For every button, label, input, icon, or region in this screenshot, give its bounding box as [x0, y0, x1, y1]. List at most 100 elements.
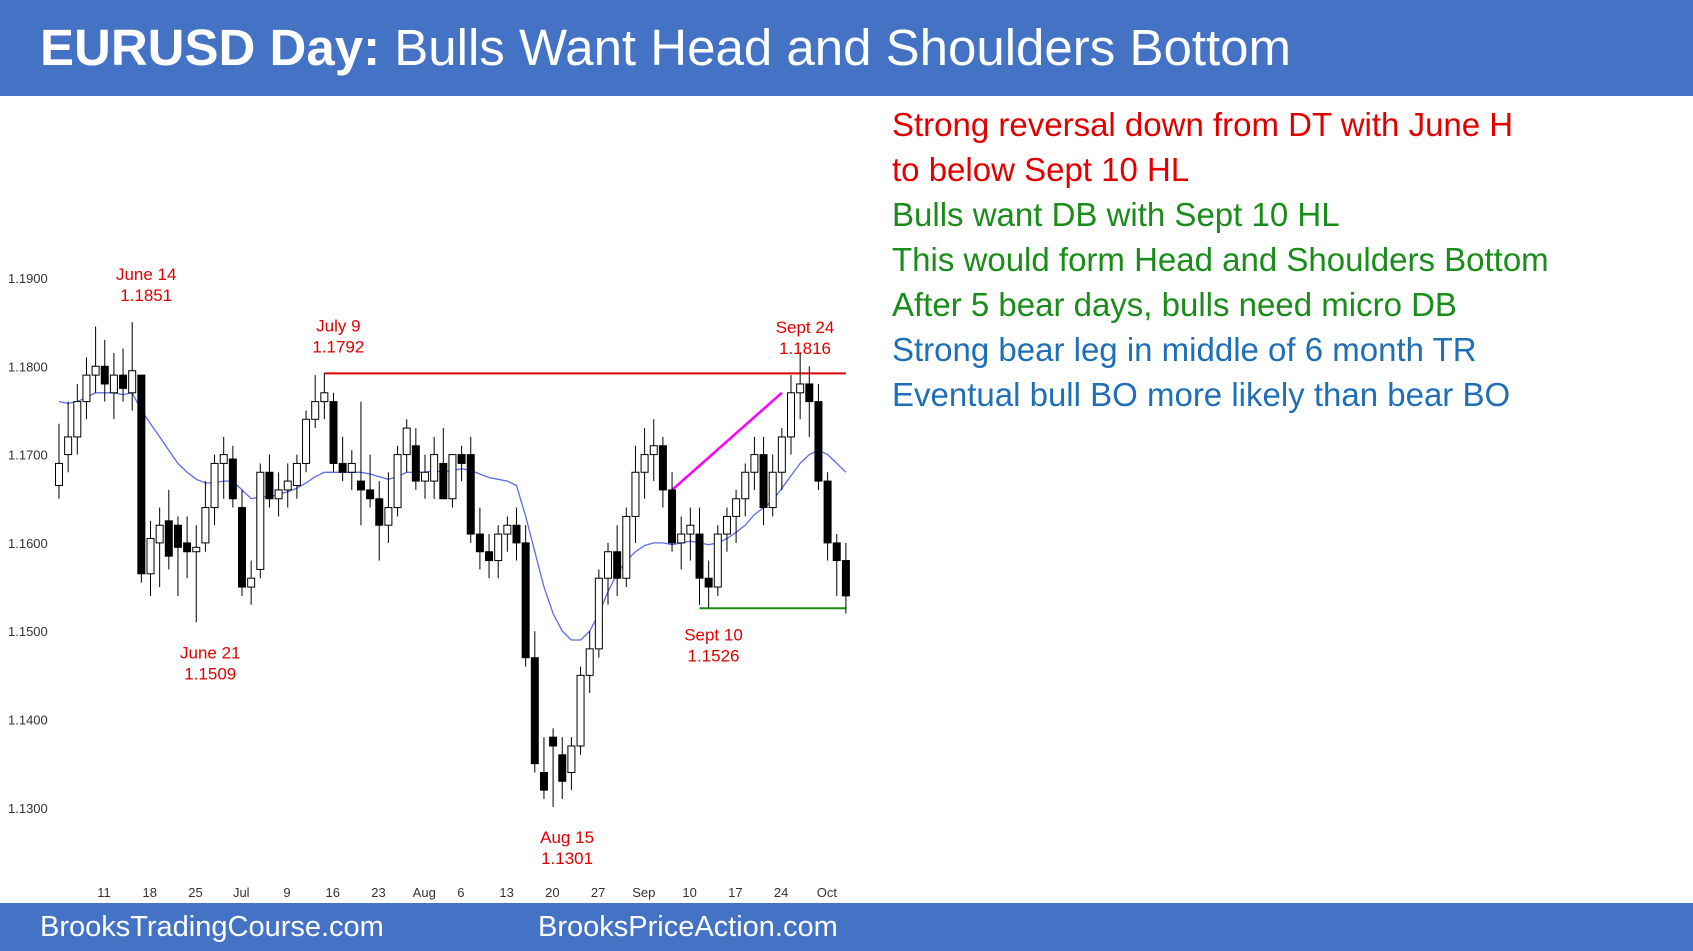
note-line-7: Eventual bull BO more likely than bear B… — [892, 376, 1511, 413]
bull-candle — [677, 533, 686, 544]
bull-candle — [787, 392, 795, 438]
note-line-6: Strong bear leg in middle of 6 month TR — [892, 331, 1477, 368]
x-tick-label: Aug — [413, 885, 436, 900]
note-line-4: This would form Head and Shoulders Botto… — [892, 241, 1549, 278]
note-line-1: Strong reversal down from DT with June H — [892, 106, 1514, 143]
bull-candle — [393, 454, 402, 509]
bear-candle — [841, 560, 850, 597]
annotation-label: June 21 — [180, 643, 241, 662]
bull-candle — [347, 462, 356, 473]
x-tick-label: 27 — [591, 885, 605, 900]
y-tick-label: 1.1900 — [8, 271, 48, 286]
bull-candle — [155, 524, 164, 544]
bear-candle — [366, 489, 375, 500]
bull-candle — [503, 524, 512, 535]
bull-candle — [421, 471, 429, 482]
bear-candle — [823, 480, 832, 544]
annotation-label: Sept 24 — [776, 318, 835, 337]
x-tick-label: 10 — [682, 885, 696, 900]
bear-candle — [475, 533, 484, 553]
bull-candle — [494, 533, 503, 562]
bear-candle — [805, 383, 814, 403]
bull-candle — [741, 471, 750, 500]
x-tick-label: Oct — [817, 885, 838, 900]
bear-candle — [539, 771, 548, 791]
bull-candle — [750, 454, 759, 473]
bull-candle — [649, 445, 658, 456]
bull-candle — [796, 383, 805, 394]
footer-bar: BrooksTradingCourse.com BrooksPriceActio… — [0, 903, 1693, 951]
title-rest: Bulls Want Head and Shoulders Bottom — [380, 19, 1292, 76]
annotation-label: July 9 — [316, 316, 360, 335]
bull-candle — [777, 436, 786, 473]
y-tick-label: 1.1500 — [8, 624, 48, 639]
bear-candle — [658, 445, 667, 491]
x-tick-label: 24 — [774, 885, 788, 900]
x-tick-label: 20 — [545, 885, 559, 900]
bull-candle — [219, 454, 228, 464]
bear-candle — [695, 533, 704, 579]
bear-candle — [173, 524, 182, 548]
annotation-value: 1.1509 — [184, 664, 236, 683]
bull-candle — [146, 537, 155, 575]
page-title: EURUSD Day: Bulls Want Head and Shoulder… — [40, 18, 1291, 77]
brookspriceaction-link[interactable]: BrooksPriceAction.com — [538, 911, 838, 943]
x-tick-label: 9 — [283, 885, 290, 900]
note-line-5: After 5 bear days, bulls need micro DB — [892, 286, 1457, 323]
bear-candle — [228, 458, 237, 500]
x-tick-label: 17 — [728, 885, 742, 900]
title-bar: EURUSD Day: Bulls Want Head and Shoulder… — [0, 0, 1693, 96]
bear-candle — [521, 542, 530, 659]
x-tick-label: Jul — [233, 885, 250, 900]
bear-candle — [329, 401, 338, 464]
bull-candle — [292, 462, 301, 487]
y-tick-label: 1.1600 — [8, 536, 48, 551]
bull-candle — [640, 454, 649, 473]
bull-candle — [430, 454, 439, 482]
bull-candle — [622, 515, 631, 579]
bull-candle — [732, 498, 741, 517]
note-line-3: Bulls want DB with Sept 10 HL — [892, 196, 1340, 233]
annotation-value: 1.1526 — [688, 647, 740, 666]
bull-candle — [274, 489, 283, 500]
y-tick-label: 1.1400 — [8, 713, 48, 728]
bull-candle — [585, 648, 594, 676]
bull-candle — [576, 674, 585, 747]
price-chart: 1.1300 1.1400 1.1500 1.1600 1.1700 1.1800 1.19… — [8, 265, 850, 900]
x-tick-label: 13 — [499, 885, 513, 900]
bear-candle — [338, 462, 347, 473]
bull-candle — [768, 471, 777, 509]
x-tick-label: 18 — [143, 885, 157, 900]
bull-candle — [73, 401, 82, 438]
bull-candle — [91, 365, 100, 376]
bear-candle — [119, 374, 128, 389]
bull-candle — [55, 462, 63, 487]
bull-candle — [402, 427, 411, 456]
x-tick-label: 23 — [371, 885, 385, 900]
annotation-label: Aug 15 — [540, 828, 594, 847]
bull-candle — [302, 418, 311, 464]
bear-candle — [457, 454, 466, 464]
bear-candle — [558, 754, 567, 782]
annotation-value: 1.1816 — [779, 339, 831, 358]
bear-candle — [759, 454, 768, 509]
bear-candle — [183, 542, 192, 553]
bear-candle — [375, 498, 384, 526]
bear-candle — [100, 365, 109, 385]
bear-candle — [613, 551, 622, 579]
bear-candle — [530, 657, 539, 765]
y-tick-label: 1.1700 — [8, 448, 48, 463]
annotation-value: 1.1792 — [312, 337, 364, 356]
bull-candle — [604, 551, 612, 579]
bear-candle — [356, 480, 365, 491]
title-bold: EURUSD Day: — [40, 19, 381, 76]
bull-candle — [256, 471, 265, 570]
notes-panel: Strong reversal down from DT with June H… — [892, 102, 1549, 417]
bull-candle — [128, 370, 137, 394]
bear-candle — [814, 401, 823, 482]
bull-candle — [686, 524, 695, 535]
annotation-value: 1.1851 — [120, 286, 172, 305]
bull-candle — [713, 533, 722, 588]
brookstradingcourse-link[interactable]: BrooksTradingCourse.com — [40, 911, 384, 943]
bull-candle — [210, 462, 219, 509]
